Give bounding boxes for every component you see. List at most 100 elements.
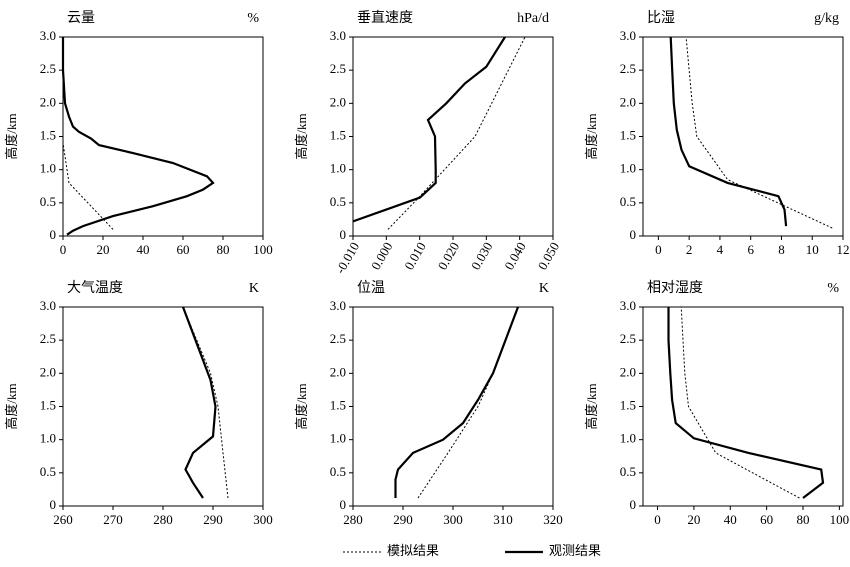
x-tick-label: 20 — [97, 242, 110, 257]
profile-line — [61, 37, 215, 236]
x-tick-label: 260 — [53, 512, 73, 527]
x-tick-label: 2 — [686, 242, 693, 257]
x-tick-label: 280 — [153, 512, 173, 527]
x-tick-label: 300 — [443, 512, 463, 527]
y-tick-label: 2.5 — [330, 331, 346, 346]
profile-line — [685, 36, 833, 229]
y-tick-label: 0 — [50, 227, 57, 242]
x-tick-label: 8 — [778, 242, 785, 257]
x-tick-label: 0.030 — [468, 239, 496, 272]
y-tick-label: 0.5 — [40, 464, 56, 479]
y-tick-label: 0.5 — [330, 464, 346, 479]
y-tick-label: 2.0 — [40, 364, 56, 379]
y-tick-label: 0.5 — [620, 464, 636, 479]
x-tick-label: 10 — [806, 242, 819, 257]
legend-label: 模拟结果 — [387, 543, 439, 558]
plot-frame — [62, 36, 264, 237]
x-tick-label: 60 — [760, 512, 773, 527]
y-tick-label: 3.0 — [40, 28, 56, 43]
x-tick-label: 100 — [830, 512, 850, 527]
y-tick-label: 1.5 — [620, 127, 636, 142]
panel-unit: hPa/d — [517, 11, 549, 26]
panel-unit: K — [249, 281, 259, 296]
y-tick-label: 0 — [340, 227, 347, 242]
y-tick-label: 1.0 — [40, 161, 56, 176]
y-tick-label: 3.0 — [620, 298, 636, 313]
y-tick-label: 1.5 — [330, 127, 346, 142]
y-tick-label: 0 — [340, 497, 347, 512]
y-tick-label: 0.5 — [330, 194, 346, 209]
profile-line — [62, 129, 114, 230]
y-tick-label: 2.0 — [620, 364, 636, 379]
x-tick-label: 0 — [655, 242, 662, 257]
y-tick-label: 3.0 — [330, 298, 346, 313]
panel-unit: g/kg — [814, 11, 839, 26]
plot-frame — [352, 306, 554, 507]
y-tick-label: 1.0 — [620, 431, 636, 446]
x-tick-label: 300 — [253, 512, 273, 527]
y-tick-label: 1.5 — [40, 397, 56, 412]
y-tick-label: 2.5 — [620, 331, 636, 346]
y-axis-label: 高度/km — [4, 383, 19, 429]
x-tick-label: 40 — [137, 242, 150, 257]
y-tick-label: 3.0 — [40, 298, 56, 313]
y-tick-label: 1.0 — [330, 161, 346, 176]
legend-label: 观测结果 — [549, 543, 601, 558]
y-tick-label: 1.0 — [40, 431, 56, 446]
x-tick-label: 270 — [103, 512, 123, 527]
y-tick-label: 1.5 — [40, 127, 56, 142]
profile-line — [669, 36, 788, 227]
panel-title: 垂直速度 — [357, 9, 413, 26]
y-tick-label: 2.5 — [40, 61, 56, 76]
y-tick-label: 2.0 — [330, 364, 346, 379]
x-tick-label: 0 — [654, 512, 661, 527]
profile-line — [680, 306, 800, 499]
y-axis-label: 高度/km — [584, 383, 599, 429]
profile-line — [667, 307, 825, 499]
y-tick-label: 1.5 — [330, 397, 346, 412]
x-tick-label: 20 — [687, 512, 700, 527]
x-tick-label: 6 — [747, 242, 754, 257]
panel-unit: % — [827, 281, 839, 296]
x-tick-label: 80 — [797, 512, 810, 527]
y-tick-label: 0 — [630, 227, 637, 242]
x-tick-label: -0.010 — [332, 239, 362, 276]
y-axis-label: 高度/km — [294, 113, 309, 159]
y-tick-label: 2.5 — [620, 61, 636, 76]
panel-title: 位温 — [357, 280, 385, 296]
y-tick-label: 2.0 — [40, 94, 56, 109]
plot-frame — [352, 36, 554, 237]
x-tick-label: 100 — [253, 242, 273, 257]
y-tick-label: 3.0 — [620, 28, 636, 43]
y-axis-label: 高度/km — [294, 383, 309, 429]
panel-title: 大气温度 — [67, 280, 123, 296]
panel-unit: % — [247, 11, 259, 26]
x-tick-label: 290 — [393, 512, 413, 527]
profile-line — [394, 306, 520, 498]
x-tick-label: 0.010 — [401, 239, 429, 272]
profile-line — [181, 306, 217, 499]
x-tick-label: 320 — [543, 512, 563, 527]
y-axis-label: 高度/km — [4, 113, 19, 159]
x-tick-label: 4 — [717, 242, 724, 257]
panel-title: 相对湿度 — [647, 280, 703, 296]
y-axis-label: 高度/km — [584, 113, 599, 159]
y-tick-label: 0.5 — [40, 194, 56, 209]
panel-unit: K — [539, 281, 549, 296]
panel-title: 比湿 — [647, 10, 675, 26]
x-tick-label: 0 — [60, 242, 67, 257]
y-tick-label: 2.0 — [330, 94, 346, 109]
x-tick-label: 80 — [217, 242, 230, 257]
y-tick-label: 0 — [630, 497, 637, 512]
y-tick-label: 3.0 — [330, 28, 346, 43]
x-tick-label: 60 — [177, 242, 190, 257]
y-tick-label: 2.5 — [330, 61, 346, 76]
y-tick-label: 0.5 — [620, 194, 636, 209]
y-tick-label: 2.5 — [40, 331, 56, 346]
plot-frame — [62, 306, 264, 507]
x-tick-label: 0.040 — [501, 239, 529, 272]
x-tick-label: 12 — [837, 242, 850, 257]
y-tick-label: 1.0 — [330, 431, 346, 446]
x-tick-label: 0.050 — [535, 239, 563, 272]
